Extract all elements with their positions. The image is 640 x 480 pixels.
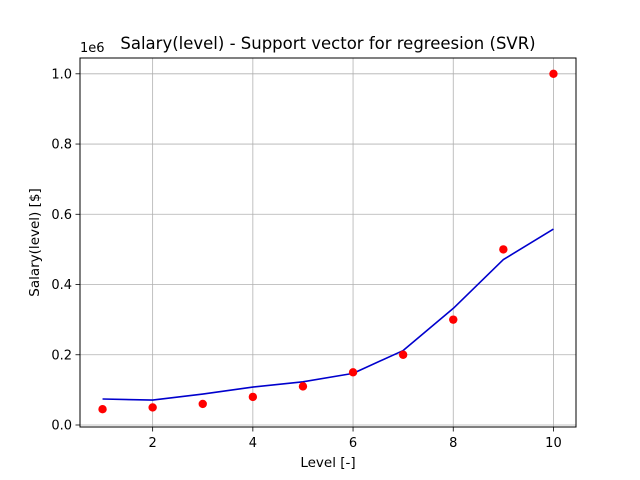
x-axis-label: Level [-] — [300, 455, 355, 471]
data-point — [298, 382, 308, 391]
chart-title: Salary(level) - Support vector for regre… — [120, 34, 535, 53]
data-point — [198, 399, 207, 409]
y-offset-label: 1e6 — [80, 41, 105, 56]
x-tick-label: 6 — [349, 436, 357, 451]
grid-layer — [80, 58, 576, 427]
prediction-line — [102, 228, 554, 401]
data-point — [499, 245, 508, 254]
y-tick-label: 0.8 — [51, 138, 72, 153]
data-point — [348, 368, 358, 377]
y-axis-label: Salary(level) [$] — [27, 188, 43, 296]
line-layer — [102, 228, 554, 401]
y-tick-label: 0.6 — [51, 208, 72, 223]
data-point — [148, 403, 157, 412]
data-point — [549, 69, 558, 79]
y-tick-label: 0.4 — [51, 278, 72, 293]
data-point — [248, 392, 258, 402]
x-tick-label: 4 — [249, 436, 257, 451]
x-tick-label: 8 — [449, 436, 457, 451]
scatter-layer — [98, 69, 558, 414]
data-point — [98, 404, 107, 414]
x-tick-label: 2 — [149, 436, 157, 451]
data-point — [449, 315, 458, 324]
x-tick-label: 10 — [545, 436, 562, 451]
data-point — [398, 350, 408, 359]
y-tick-label: 0.0 — [51, 418, 72, 433]
y-tick-label: 1.0 — [51, 67, 72, 82]
plot-frame — [79, 57, 577, 428]
tick-layer: 2 4 6 8 10 0.0 0.2 0.4 0.6 0.8 1.0 — [51, 67, 561, 451]
y-tick-label: 0.2 — [51, 348, 72, 363]
